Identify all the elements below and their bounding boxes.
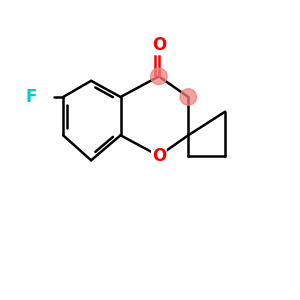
Text: F: F bbox=[25, 88, 36, 106]
Circle shape bbox=[151, 68, 167, 85]
Text: O: O bbox=[152, 37, 166, 55]
Text: O: O bbox=[152, 147, 166, 165]
Circle shape bbox=[180, 89, 196, 105]
